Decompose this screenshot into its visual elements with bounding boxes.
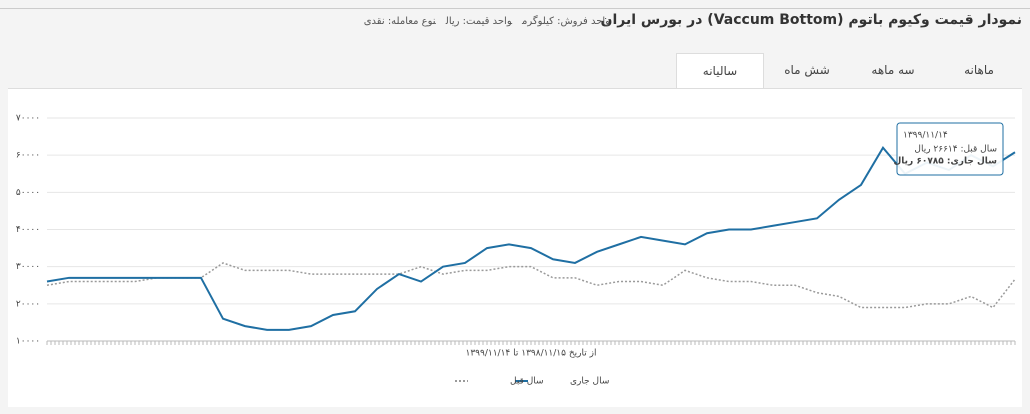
info-item: واحد قیمت: ریال [445, 16, 512, 27]
series-line [46, 146, 1016, 331]
x-axis-label: از تاریخ ۱۳۹۸/۱۱/۱۵ تا ۱۳۹۹/۱۱/۱۴ [466, 349, 597, 359]
tooltip-line: سال قبل: ۲۶۶۱۴ ریال [914, 145, 997, 155]
tooltip-date: ۱۳۹۹/۱۱/۱۴ [903, 131, 948, 141]
tab[interactable]: سه ماهه [871, 63, 915, 77]
tooltip-line: سال جاری: ۶۰۷۸۵ ریال [893, 157, 997, 167]
tab[interactable]: ماهانه [964, 63, 994, 77]
y-tick-label: ۷۰۰۰۰ [16, 114, 40, 124]
y-tick-label: ۲۰۰۰۰ [16, 299, 40, 309]
tooltip: ۱۳۹۹/۱۱/۱۴ سال قبل: ۲۶۶۱۴ ریال سال جاری: ۶… [893, 122, 1004, 176]
legend-label: سال قبل [510, 377, 544, 387]
tab[interactable]: شش ماه [784, 63, 830, 77]
tooltip-box [896, 122, 1004, 176]
tab[interactable]: سالیانه [676, 53, 764, 88]
info-item: واحد فروش: کیلوگرم [522, 16, 610, 27]
tabs: ماهانه سه ماهه شش ماه سالیانه [676, 53, 1022, 88]
series-line [46, 262, 1016, 309]
y-tick-label: ۵۰۰۰۰ [16, 188, 40, 198]
info-bar: واحد فروش: کیلوگرم واحد قیمت: ریال نوع معا… [354, 16, 610, 27]
page-title: نمودار قیمت وکیوم باتوم (Vaccum Bottom) … [600, 12, 1023, 28]
y-tick-label: ۱۰۰۰۰ [16, 337, 40, 347]
divider [0, 8, 1030, 9]
y-tick-label: ۳۰۰۰۰ [16, 262, 40, 272]
y-tick-label: ۶۰۰۰۰ [16, 151, 40, 161]
info-item: نوع معامله: نقدی [363, 16, 436, 27]
legend-label: سال جاری [570, 377, 609, 387]
y-tick-label: ۴۰۰۰۰ [16, 225, 40, 235]
chart-panel [8, 88, 1022, 407]
